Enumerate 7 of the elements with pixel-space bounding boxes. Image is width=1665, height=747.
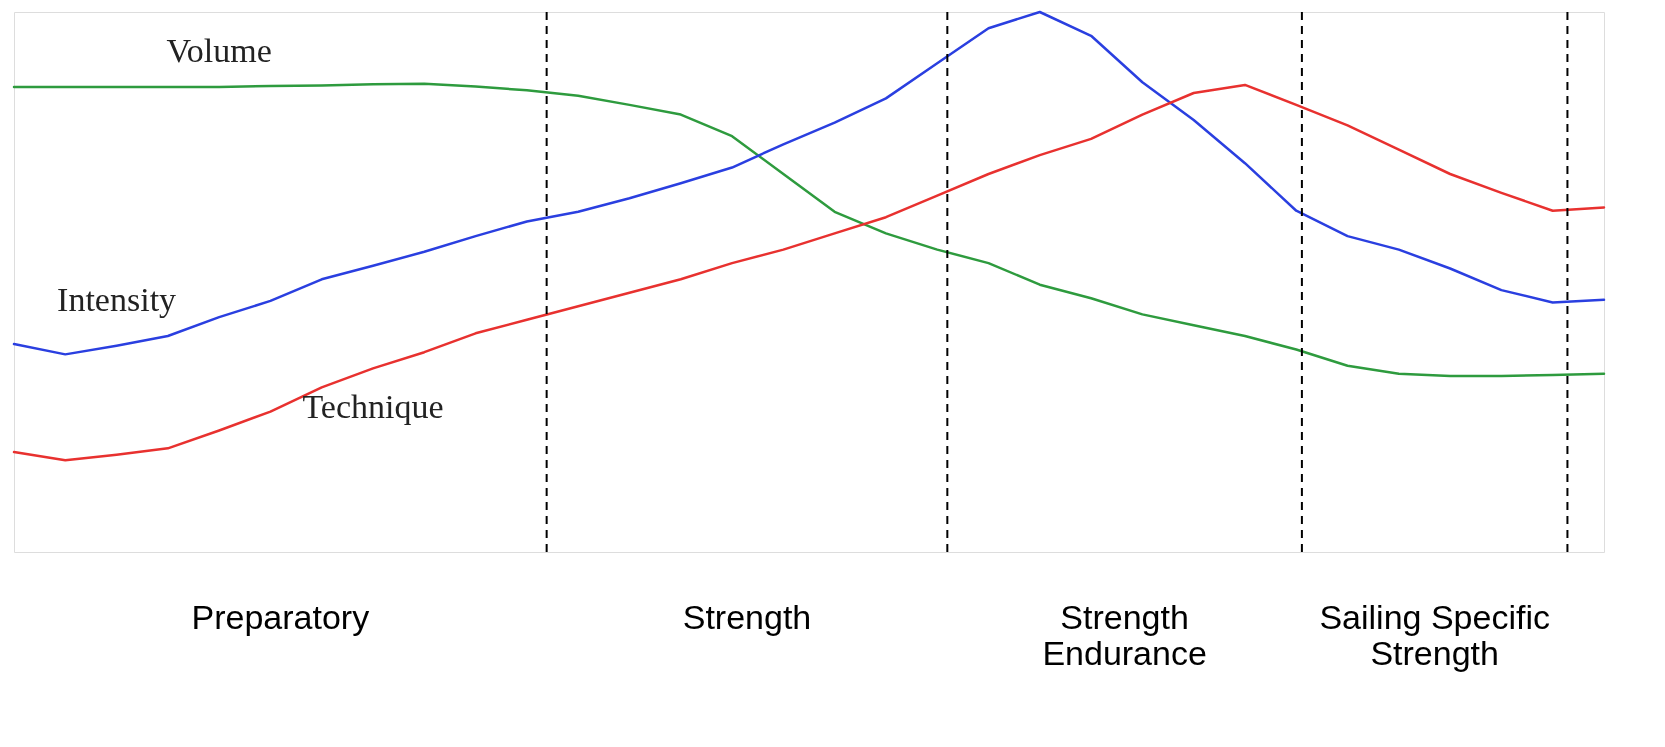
text: Strength Endurance bbox=[1042, 598, 1207, 672]
series-label: Technique bbox=[302, 388, 444, 426]
text: Strength bbox=[682, 598, 812, 636]
text: Sailing Specific Strength bbox=[1319, 598, 1550, 672]
text: Preparatory bbox=[191, 598, 370, 636]
series-label: Volume bbox=[166, 32, 272, 70]
series-label: Intensity bbox=[57, 280, 177, 318]
